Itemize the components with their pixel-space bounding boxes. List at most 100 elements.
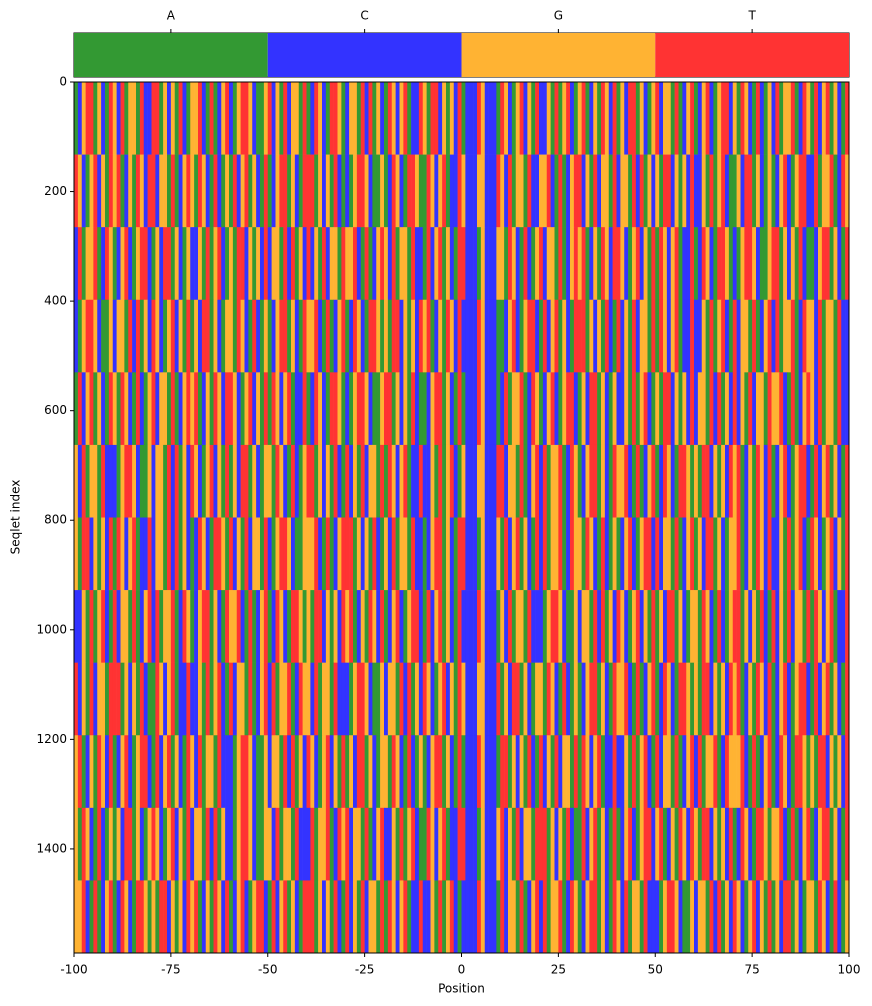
cell: [492, 735, 497, 809]
cell: [790, 590, 796, 663]
cell: [616, 154, 621, 228]
cell: [256, 807, 261, 881]
cell: [624, 880, 629, 954]
cell: [655, 807, 660, 881]
cell: [198, 82, 203, 155]
cell: [818, 735, 823, 809]
cell: [306, 590, 311, 663]
cell: [128, 662, 133, 736]
cell: [697, 299, 703, 373]
cell: [356, 372, 362, 446]
cell: [85, 735, 90, 809]
cell: [608, 227, 613, 301]
cell: [550, 444, 555, 518]
cell: [430, 299, 435, 373]
cell: [841, 444, 846, 518]
cell: [275, 227, 280, 301]
cell: [597, 444, 602, 518]
cell: [511, 82, 517, 155]
cell: [155, 299, 160, 373]
cell: [225, 154, 230, 228]
cell: [391, 807, 396, 881]
cell: [329, 444, 334, 518]
cell: [810, 299, 815, 373]
cell: [240, 299, 245, 373]
cell: [473, 372, 478, 446]
cell: [775, 372, 780, 446]
cell: [542, 372, 548, 446]
cell: [256, 227, 261, 301]
cell: [798, 372, 803, 446]
cell: [674, 590, 679, 663]
cell: [136, 517, 141, 591]
cell: [143, 372, 148, 446]
cell: [767, 807, 772, 881]
cell: [759, 82, 765, 155]
cell: [240, 735, 245, 809]
cell: [519, 590, 524, 663]
cell: [480, 662, 486, 736]
cell: [469, 880, 474, 954]
cell: [535, 444, 540, 518]
cell: [159, 735, 164, 809]
cell: [643, 807, 648, 881]
cell: [136, 444, 141, 518]
cell: [163, 517, 168, 591]
cell: [825, 590, 830, 663]
cell: [163, 227, 168, 301]
cell: [655, 154, 660, 228]
cell: [190, 735, 195, 809]
cell: [395, 807, 400, 881]
cell: [682, 517, 687, 591]
cell: [198, 517, 203, 591]
cell: [500, 82, 505, 155]
cell: [170, 662, 176, 736]
cell: [585, 444, 590, 518]
cell: [488, 807, 493, 881]
cell: [794, 444, 799, 518]
cell: [240, 807, 245, 881]
cell: [418, 227, 424, 301]
cell: [639, 735, 644, 809]
cell: [620, 299, 625, 373]
cell: [725, 227, 730, 301]
cell: [539, 735, 544, 809]
cell: [318, 735, 323, 809]
cell: [570, 82, 575, 155]
cell: [205, 82, 210, 155]
cell: [535, 880, 540, 954]
cell: [825, 154, 830, 228]
cell: [736, 372, 741, 446]
cell: [546, 735, 551, 809]
cell: [767, 372, 772, 446]
cell: [504, 444, 509, 518]
cell: [387, 807, 393, 881]
cell: [422, 662, 427, 736]
cell: [663, 227, 668, 301]
cell: [263, 444, 269, 518]
cell: [194, 444, 199, 518]
cell: [438, 880, 443, 954]
cell: [260, 662, 265, 736]
cell: [705, 372, 710, 446]
cell: [174, 880, 179, 954]
cell: [341, 154, 346, 228]
cell: [523, 880, 528, 954]
cell: [322, 662, 327, 736]
cell: [322, 82, 327, 155]
cell: [647, 517, 652, 591]
cell: [663, 880, 668, 954]
cell: [74, 154, 79, 228]
cell: [112, 662, 117, 736]
cell: [794, 880, 799, 954]
cell: [701, 154, 706, 228]
cell: [372, 807, 377, 881]
cell: [604, 662, 610, 736]
cell: [589, 590, 594, 663]
cell: [221, 372, 226, 446]
cell: [337, 227, 342, 301]
cell: [252, 662, 257, 736]
cell: [271, 662, 276, 736]
cell: [806, 880, 811, 954]
